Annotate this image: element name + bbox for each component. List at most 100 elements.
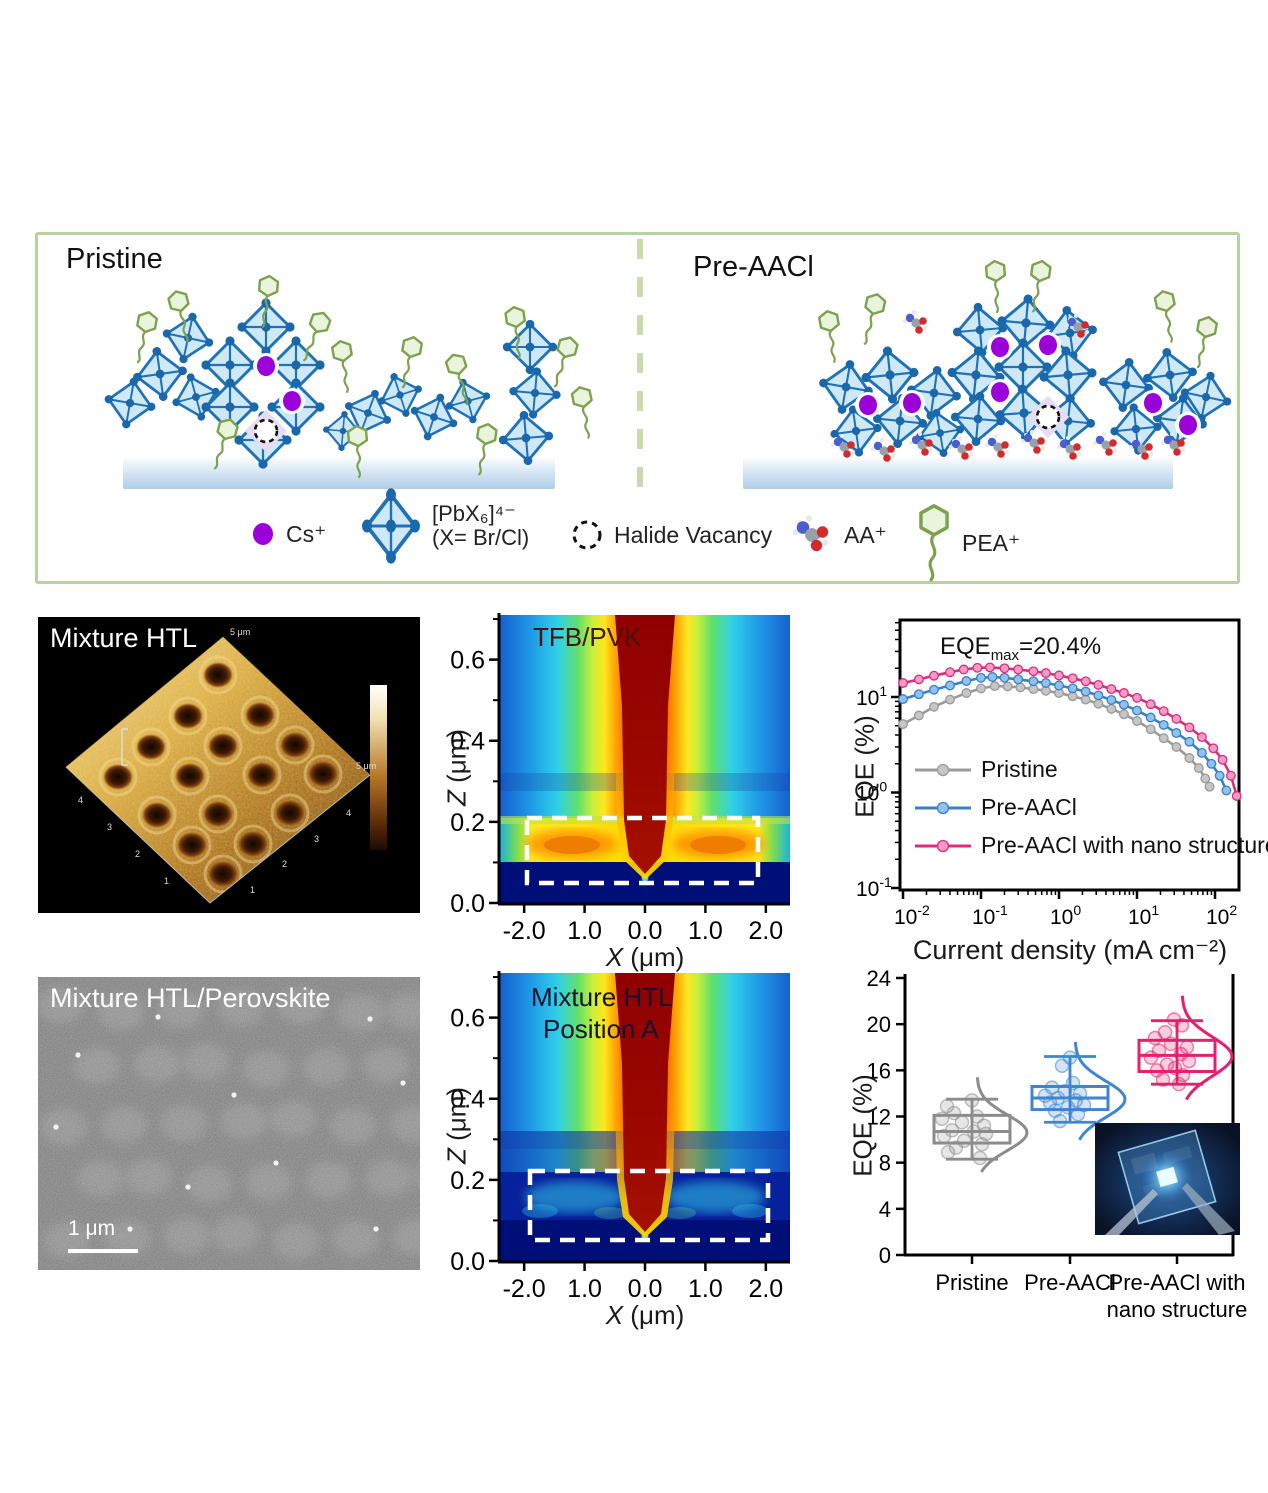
- pea-cation-icon: [856, 291, 888, 348]
- scale-bar: [68, 1249, 138, 1253]
- heatmap-plot: 0.0 0.2 0.4 0.6 -2.0 1.0 0.0 1.0 2.0: [450, 613, 790, 945]
- sem-image: [38, 977, 420, 1270]
- pbx6-octahedron-icon: [501, 318, 559, 376]
- heatmap-plot: 0.0 0.2 0.4 0.6 -2.0 1.0 0.0 1.0 2.0: [450, 971, 790, 1303]
- category-label: Pre-AACl with: [1109, 1270, 1246, 1295]
- svg-text:1: 1: [164, 876, 169, 886]
- svg-text:0.0: 0.0: [628, 1275, 663, 1303]
- svg-text:4: 4: [879, 1197, 891, 1222]
- cs-ion-icon: [253, 523, 273, 545]
- afm-title: Mixture HTL: [50, 623, 198, 653]
- svg-text:0: 0: [879, 1243, 891, 1268]
- pea-cation-icon: [330, 338, 360, 395]
- svg-text:2.0: 2.0: [748, 917, 783, 945]
- svg-text:0.6: 0.6: [450, 647, 485, 675]
- legend-label: Cs⁺: [286, 520, 327, 547]
- heatmap-title: TFB/PVK: [533, 622, 642, 652]
- svg-text:100: 100: [1050, 902, 1081, 929]
- legend-item-pea: PEA⁺: [916, 503, 1020, 583]
- aa-cation-icon: [984, 433, 1010, 459]
- pbx6-octahedron-icon: [505, 363, 565, 423]
- series-pre-aacl: [898, 672, 1232, 796]
- sem-panel: Mixture HTL/Perovskite 1 μm: [38, 977, 420, 1270]
- sem-title: Mixture HTL/Perovskite: [50, 983, 331, 1013]
- cs-ion-icon: [991, 337, 1009, 357]
- schematic-panel: Pristine Pre-AACl Cs⁺ [PbX₆]⁴⁻ (X= Br/Cl…: [35, 232, 1240, 584]
- svg-text:0.4: 0.4: [450, 1086, 485, 1114]
- svg-text:1.0: 1.0: [688, 1275, 723, 1303]
- x-axis-label: X (μm): [605, 942, 685, 972]
- y-axis-label: EQE (%): [849, 715, 880, 818]
- series-pre-aacl-with-nano-structure: [898, 662, 1242, 801]
- legend-label: Pre-AACl: [981, 794, 1077, 820]
- pea-cation-icon: [1152, 288, 1184, 345]
- svg-text:3: 3: [314, 834, 319, 844]
- probe-needle: [1182, 1183, 1235, 1235]
- legend-label: AA⁺: [844, 521, 887, 548]
- substrate-right: [743, 457, 1173, 489]
- heatmap-title-line1: Mixture HTL: [531, 982, 673, 1012]
- svg-text:20: 20: [867, 1012, 891, 1037]
- pea-cation-icon: [569, 384, 601, 441]
- eqe-max-annotation: EQEmax=20.4%: [940, 633, 1102, 664]
- dashed-region-box: [524, 815, 761, 886]
- cs-ion-icon: [1144, 393, 1162, 413]
- tfb-pvk-heatmap: 0.0 0.2 0.4 0.6 -2.0 1.0 0.0 1.0 2.0 TFB/PVK X (…: [442, 608, 813, 978]
- heatmap-field: [500, 615, 790, 903]
- height-colorbar: [370, 685, 387, 850]
- box-group-pristine: [932, 1077, 1029, 1173]
- box-group-pre-aacl: [1030, 1041, 1127, 1141]
- legend-item-aa: AA⁺: [790, 513, 887, 557]
- heatmap-axes: 0.0 0.2 0.4 0.6 -2.0 1.0 0.0 1.0 2.0: [450, 971, 790, 1303]
- pbx6-octahedron-icon: [362, 488, 420, 564]
- pea-cation-icon: [1189, 314, 1219, 371]
- aa-cation-icon: [791, 514, 830, 553]
- legend-item-vacancy: Halide Vacancy: [570, 518, 772, 552]
- legend-label: Pre-AACl with nano structure: [981, 832, 1268, 858]
- svg-text:10-1: 10-1: [856, 874, 892, 901]
- aa-cation-icon: [1092, 431, 1118, 457]
- svg-text:0.2: 0.2: [450, 1167, 485, 1195]
- svg-text:8: 8: [879, 1151, 891, 1176]
- category-label: Pristine: [935, 1270, 1008, 1295]
- svg-text:1.0: 1.0: [688, 917, 723, 945]
- cs-ion-icon: [1179, 415, 1197, 435]
- svg-text:2: 2: [282, 859, 287, 869]
- svg-text:0.0: 0.0: [450, 890, 485, 918]
- svg-text:4: 4: [346, 808, 351, 818]
- svg-text:10-2: 10-2: [894, 902, 930, 929]
- legend-label: [PbX₆]⁴⁻ (X= Br/Cl): [432, 500, 530, 550]
- afm-topography: [65, 636, 371, 904]
- y-axis-label: EQE (%): [847, 1074, 878, 1177]
- legend-entry: Pre-AACl with nano structure: [915, 832, 1268, 858]
- schematic-illustration: [98, 239, 1237, 489]
- svg-text:10-1: 10-1: [972, 902, 1008, 929]
- series-pristine: [898, 681, 1215, 792]
- svg-text:102: 102: [1206, 902, 1237, 929]
- svg-text:-2.0: -2.0: [503, 1275, 546, 1303]
- pea-cation-icon: [984, 259, 1010, 314]
- scale-bar-label: 1 μm: [68, 1217, 116, 1240]
- heatmap-field: [500, 973, 790, 1261]
- pea-cation-icon: [919, 504, 949, 582]
- legend-line-marker-icon: [915, 763, 971, 776]
- legend-item-pbx6: [PbX₆]⁴⁻ (X= Br/Cl): [360, 487, 529, 565]
- heatmap-axes: 0.0 0.2 0.4 0.6 -2.0 1.0 0.0 1.0 2.0: [450, 613, 790, 945]
- svg-text:2: 2: [135, 849, 140, 859]
- cs-ion-icon: [991, 382, 1009, 402]
- mixture-htl-heatmap: 0.0 0.2 0.4 0.6 -2.0 1.0 0.0 1.0 2.0 Mixture HTL…: [442, 966, 813, 1346]
- legend-item-cs: Cs⁺: [250, 520, 326, 548]
- svg-text:24: 24: [867, 966, 891, 991]
- svg-text:0.2: 0.2: [450, 809, 485, 837]
- legend: Pristine Pre-AACl Pre-AACl with nano struc…: [915, 756, 1268, 858]
- cs-ion-icon: [283, 391, 301, 411]
- svg-text:16: 16: [867, 1058, 891, 1083]
- device-photo-inset: [1095, 1123, 1240, 1235]
- probe-needle: [1105, 1189, 1158, 1235]
- afm-axis-labels: 4 3 2 1 1 2 3 4 5 μm 5 μm: [78, 627, 376, 895]
- afm-panel: 4 3 2 1 1 2 3 4 5 μm 5 μm Mixture HTL: [38, 617, 420, 913]
